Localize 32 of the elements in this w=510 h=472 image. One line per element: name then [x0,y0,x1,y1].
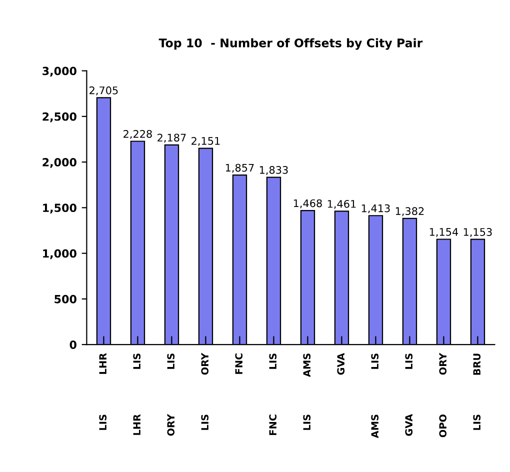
data-label: 1,153 [464,228,492,237]
category-label: ORY OPO [439,352,447,438]
data-label: 2,151 [192,136,220,146]
data-label: 2,187 [158,134,186,143]
data-label: 2,705 [90,86,118,96]
category-label: BRU LIS [473,354,481,430]
category-label: LIS ORY [167,354,175,436]
category-label: LIS LHR [133,354,141,435]
y-tick-label: 1,000 [43,249,76,260]
data-label: 1,413 [362,204,390,214]
category-label: LHR LIS [99,353,107,430]
data-label: 1,468 [294,199,322,208]
category-label: ORY LIS [201,352,209,430]
data-label: 1,382 [396,207,424,216]
y-tick-label: 2,500 [42,112,76,122]
data-label: 1,154 [430,228,458,237]
category-label: LIS AMS [371,354,379,438]
data-label: 1,857 [226,164,254,173]
y-tick-label: 3,000 [42,66,76,77]
x-tick-label: FNC [235,354,243,374]
category-label: AMS LIS [303,354,311,430]
data-label: 1,833 [260,166,288,175]
data-label: 2,228 [124,130,152,139]
chart-title: Top 10 - Number of Offsets by City Pair [158,38,423,50]
y-tick-label: 2,000 [42,158,76,168]
y-tick-label: 500 [54,294,76,304]
y-tick-label: 1,500 [43,204,76,214]
category-label: LIS GVA [405,354,413,436]
data-label: 1,461 [328,200,356,209]
category-label: LIS FNC [269,354,277,436]
y-tick-label: 0 [70,340,76,349]
x-tick-label: GVA [337,352,345,375]
